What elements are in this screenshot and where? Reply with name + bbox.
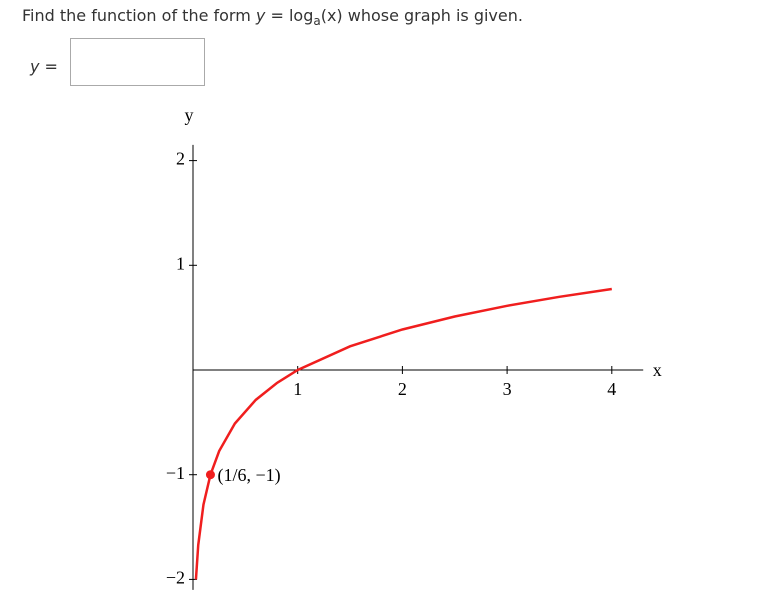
y-tick-label: −2: [166, 568, 185, 588]
answer-input[interactable]: [70, 38, 205, 86]
question: Find the function of the form y = loga(x…: [22, 6, 523, 28]
y-tick-label: 2: [176, 149, 185, 169]
answer-var: y: [30, 57, 40, 76]
x-tick-label: 1: [293, 379, 302, 399]
x-tick-label: 4: [607, 379, 616, 399]
equals-log: = log: [265, 6, 314, 25]
x-tick-label: 2: [398, 379, 407, 399]
curve: [194, 287, 612, 580]
answer-label: y =: [30, 57, 58, 76]
x-axis-label: x: [653, 360, 662, 380]
y-tick-label: −1: [166, 463, 185, 483]
marked-point: [205, 470, 215, 480]
point-label: (1/6, −1): [217, 465, 280, 486]
prompt-start: Find the function of the form: [22, 6, 256, 25]
y-axis-label: y: [185, 105, 194, 125]
log-base: a: [313, 14, 321, 29]
y-tick-label: 1: [176, 253, 185, 273]
x-tick-label: 3: [503, 379, 512, 399]
prompt-end: (x) whose graph is given.: [320, 6, 523, 25]
var-y: y: [255, 6, 266, 25]
